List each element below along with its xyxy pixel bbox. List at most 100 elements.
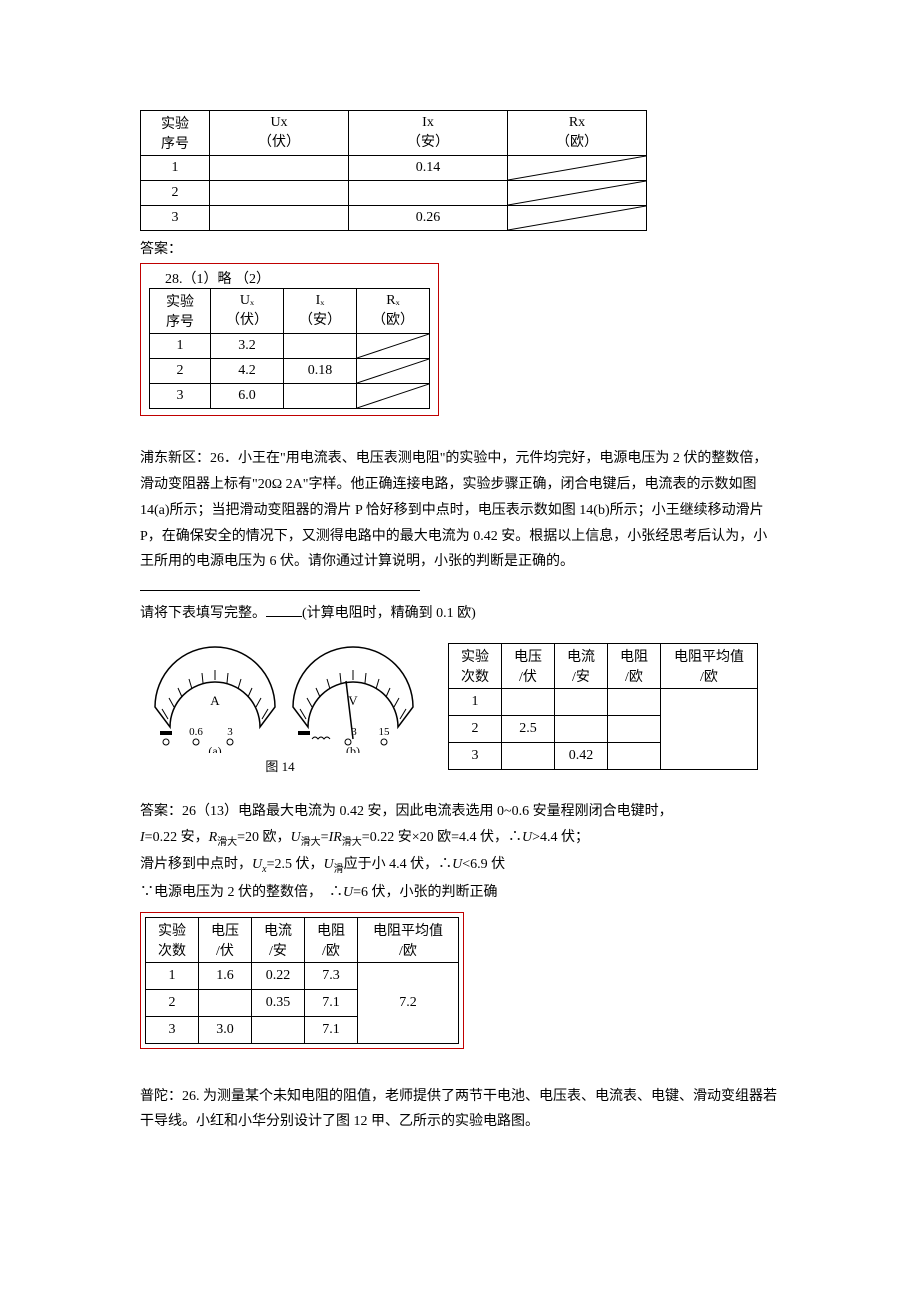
answer-26-text: 答案：26（13）电路最大电流为 0.42 安，因此电流表选用 0~0.6 安量… xyxy=(140,799,780,905)
svg-text:(b): (b) xyxy=(346,744,360,753)
t4h: 电流 xyxy=(264,924,292,939)
answer-block-28: 28.（1）略 （2） 实验序号 Uₓ（伏） Iₓ（安） Rₓ（欧） 1 3.2… xyxy=(140,263,439,416)
table2-title: 28.（1）略 （2） xyxy=(149,268,430,288)
ammeter-unit: A xyxy=(210,693,220,708)
blank-underline xyxy=(266,602,302,617)
t2-h-seq-l1: 实验 xyxy=(166,295,194,310)
t2-h-ix-l1: Iₓ xyxy=(316,293,325,308)
fill-text-b: (计算电阻时，精确到 0.1 欧) xyxy=(302,606,476,621)
answer-table-26: 实验次数 电压/伏 电流/安 电阻/欧 电阻平均值/欧 11.60.227.37… xyxy=(145,917,459,1044)
cell: 0.14 xyxy=(349,156,508,181)
meters-svg: A 0.6 3 (a) xyxy=(140,643,420,753)
svg-text:15: 15 xyxy=(379,726,391,738)
t2-h-ux-l2: （伏） xyxy=(226,313,268,328)
t1-h-seq-l1: 实验 xyxy=(161,117,189,132)
cell: 3 xyxy=(150,383,211,408)
t3h: /安 xyxy=(572,670,590,685)
cell-slash xyxy=(357,333,430,358)
table-row: 1 3.2 xyxy=(150,333,430,358)
cell: 3 xyxy=(141,206,210,231)
t2-h-rx-l2: （欧） xyxy=(372,313,414,328)
cell xyxy=(502,689,555,716)
t1-h-ux-l2: （伏） xyxy=(258,135,300,150)
cell xyxy=(284,383,357,408)
cell xyxy=(252,1016,305,1043)
table-row: 1 xyxy=(449,689,758,716)
cell: 2.5 xyxy=(502,716,555,743)
ans26-line: 答案：26（13）电路最大电流为 0.42 安，因此电流表选用 0~0.6 安量… xyxy=(140,799,780,825)
cell-avg xyxy=(661,689,758,770)
cell: 2 xyxy=(146,989,199,1016)
table-row: 3 0.26 xyxy=(141,206,647,231)
cell: 4.2 xyxy=(211,358,284,383)
table-row: 2 xyxy=(141,181,647,206)
table-row: 2 4.2 0.18 xyxy=(150,358,430,383)
cell-slash xyxy=(357,358,430,383)
t4h: 电阻 xyxy=(317,924,345,939)
svg-text:3: 3 xyxy=(351,726,357,738)
figure-14: A 0.6 3 (a) xyxy=(140,643,420,775)
putuo-text: 普陀：26. 为测量某个未知电阻的阻值，老师提供了两节干电池、电压表、电流表、电… xyxy=(140,1084,780,1136)
t4h: /伏 xyxy=(216,944,234,959)
cell: 0.26 xyxy=(349,206,508,231)
t1-h-ix-l1: Ix xyxy=(422,115,434,130)
fig14-label: 图 14 xyxy=(140,756,420,775)
ans26-line: 滑片移到中点时，Ux=2.5 伏，U滑应于小 4.4 伏，∴U<6.9 伏 xyxy=(140,852,780,879)
t3h: 次数 xyxy=(461,670,489,685)
svg-text:(a): (a) xyxy=(208,744,221,753)
cell xyxy=(284,333,357,358)
cell-slash xyxy=(508,206,647,231)
t4h: 电阻平均值 xyxy=(373,924,443,939)
cell xyxy=(349,181,508,206)
t1-h-rx-l1: Rx xyxy=(569,115,585,130)
cell: 1.6 xyxy=(199,962,252,989)
cell: 7.1 xyxy=(305,989,358,1016)
cell: 0.35 xyxy=(252,989,305,1016)
page-root: 实验序号 Ux（伏） Ix（安） Rx（欧） 1 0.14 2 3 0.26 答… xyxy=(0,0,920,1195)
cell xyxy=(608,716,661,743)
cell: 2 xyxy=(449,716,502,743)
t3h: /欧 xyxy=(625,670,643,685)
cell: 2 xyxy=(141,181,210,206)
cell: 3 xyxy=(146,1016,199,1043)
t3h: 实验 xyxy=(461,650,489,665)
cell xyxy=(502,743,555,770)
ans26-line: ∵电源电压为 2 伏的整数倍， ∴U=6 伏，小张的判断正确 xyxy=(140,880,780,906)
cell: 2 xyxy=(150,358,211,383)
cell-slash xyxy=(508,181,647,206)
blank-underline xyxy=(140,576,420,591)
cell xyxy=(210,181,349,206)
cell: 3.2 xyxy=(211,333,284,358)
t1-h-ix-l2: （安） xyxy=(407,135,449,150)
cell xyxy=(199,989,252,1016)
cell: 0.22 xyxy=(252,962,305,989)
t1-h-rx-l2: （欧） xyxy=(556,135,598,150)
t2-h-seq-l2: 序号 xyxy=(166,315,194,330)
cell: 1 xyxy=(141,156,210,181)
table-problem-1: 实验序号 Ux（伏） Ix（安） Rx（欧） 1 0.14 2 3 0.26 xyxy=(140,110,647,231)
cell: 1 xyxy=(449,689,502,716)
table-row: 3 6.0 xyxy=(150,383,430,408)
cell: 0.18 xyxy=(284,358,357,383)
cell: 7.1 xyxy=(305,1016,358,1043)
table-row: 11.60.227.37.2 xyxy=(146,962,459,989)
cell: 7.3 xyxy=(305,962,358,989)
svg-text:3: 3 xyxy=(227,726,233,738)
t3h: /伏 xyxy=(519,670,537,685)
t2-h-ux-l1: Uₓ xyxy=(240,293,254,308)
cell xyxy=(608,743,661,770)
cell: 1 xyxy=(150,333,211,358)
cell-slash xyxy=(508,156,647,181)
cell: 0.42 xyxy=(555,743,608,770)
t4h: 实验 xyxy=(158,924,186,939)
t4h: 次数 xyxy=(158,944,186,959)
table-row: 1 0.14 xyxy=(141,156,647,181)
t2-h-ix-l2: （安） xyxy=(299,313,341,328)
svg-text:0.6: 0.6 xyxy=(189,726,203,738)
t3h: 电阻平均值 xyxy=(674,650,744,665)
cell xyxy=(608,689,661,716)
cell xyxy=(555,689,608,716)
voltmeter-unit: V xyxy=(348,693,358,708)
t1-h-ux-l1: Ux xyxy=(270,115,287,130)
cell: 6.0 xyxy=(211,383,284,408)
